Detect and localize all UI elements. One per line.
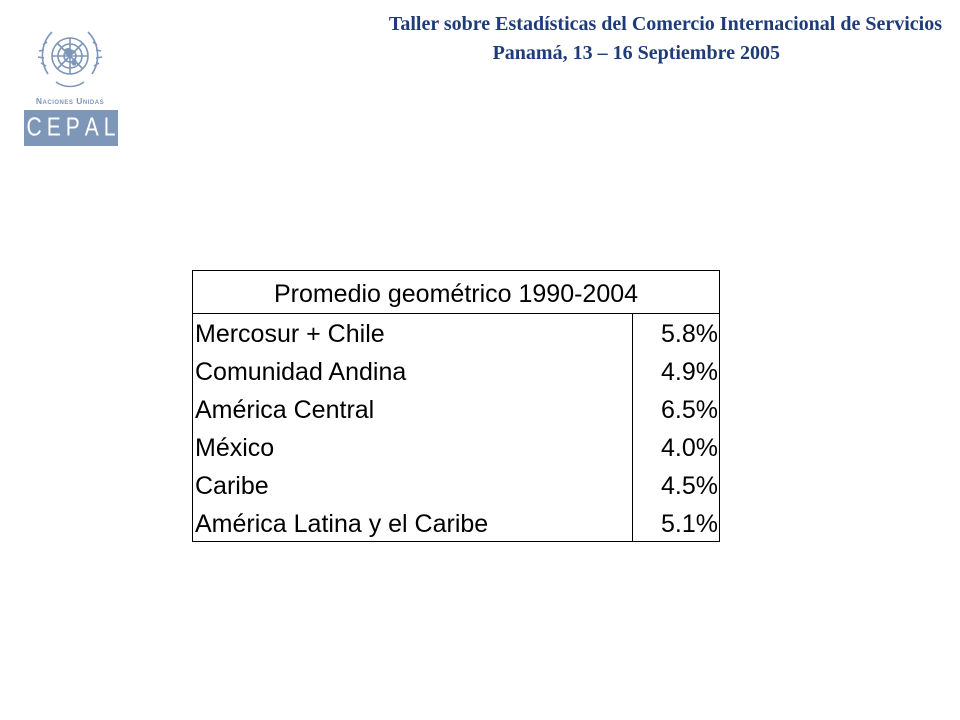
region-label: Caribe	[193, 466, 633, 504]
growth-value: 5.8%	[661, 320, 718, 348]
region-label: Comunidad Andina	[193, 352, 633, 390]
region-label: México	[193, 428, 633, 466]
logo-letter: C	[26, 113, 42, 142]
table-row: Mercosur + Chile 5.8%	[193, 314, 719, 352]
header-subtitle: Panamá, 13 – 16 Septiembre 2005	[492, 42, 780, 64]
growth-value: 4.5%	[661, 472, 718, 500]
table-row: América Latina y el Caribe 5.1%	[193, 504, 719, 542]
cepal-logo: Naciones Unidas C E P A L	[22, 22, 118, 146]
cepal-wordmark: C E P A L	[24, 110, 118, 146]
region-label: América Latina y el Caribe	[193, 504, 633, 542]
table-title: Promedio geométrico 1990-2004	[193, 271, 719, 314]
growth-value: 4.9%	[661, 358, 718, 386]
un-emblem-icon	[37, 31, 103, 88]
logo-letter: A	[84, 113, 99, 142]
growth-table: Promedio geométrico 1990-2004 Mercosur +…	[192, 270, 720, 542]
table-row: México 4.0%	[193, 428, 719, 466]
growth-value: 6.5%	[661, 396, 718, 424]
table-row: América Central 6.5%	[193, 390, 719, 428]
region-label: Mercosur + Chile	[193, 314, 633, 352]
table-row: Caribe 4.5%	[193, 466, 719, 504]
org-name: Naciones Unidas	[35, 96, 105, 106]
region-label: América Central	[193, 390, 633, 428]
table-row: Comunidad Andina 4.9%	[193, 352, 719, 390]
growth-value: 4.0%	[661, 434, 718, 462]
header-title: Taller sobre Estadísticas del Comercio I…	[388, 13, 942, 35]
logo-letter: E	[46, 113, 61, 142]
logo-letter: L	[103, 113, 116, 142]
growth-value: 5.1%	[661, 510, 718, 538]
logo-letter: P	[65, 113, 80, 142]
